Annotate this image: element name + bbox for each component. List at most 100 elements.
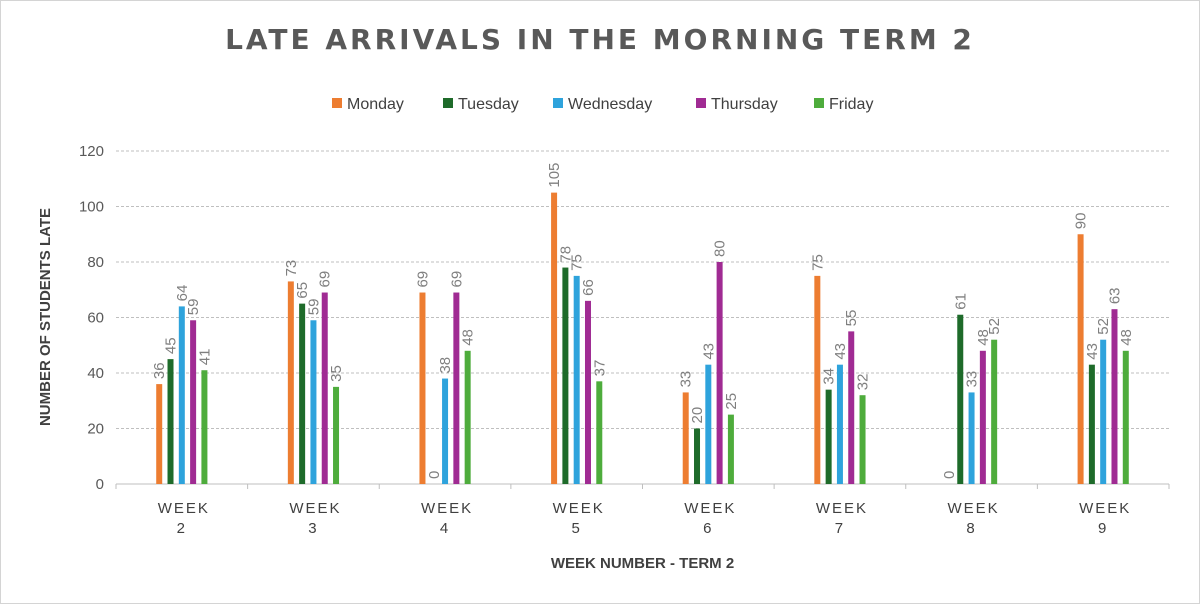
- legend-label: Wednesday: [568, 96, 652, 113]
- chart-title: LATE ARRIVALS IN THE MORNING TERM 2: [225, 23, 975, 56]
- data-label: 59: [305, 299, 322, 316]
- y-tick-label: 120: [79, 143, 104, 160]
- data-label: 35: [328, 365, 345, 382]
- legend-swatch-friday: [814, 98, 824, 108]
- data-label: 43: [832, 343, 849, 360]
- data-label: 59: [185, 299, 202, 316]
- x-tick-label: WEEK: [158, 500, 210, 517]
- x-tick-label: 6: [703, 520, 713, 537]
- x-tick-label: 5: [572, 520, 582, 537]
- data-label: 43: [700, 343, 717, 360]
- data-label: 0: [426, 471, 443, 479]
- data-label: 55: [843, 310, 860, 327]
- data-label: 38: [437, 357, 454, 374]
- x-axis-title: WEEK NUMBER - TERM 2: [551, 555, 734, 572]
- bar-tuesday: [167, 359, 174, 484]
- data-label: 69: [317, 271, 334, 288]
- bar-wednesday: [442, 378, 449, 484]
- y-tick-label: 80: [87, 254, 104, 271]
- bar-thursday: [584, 300, 591, 484]
- data-label: 66: [580, 279, 597, 296]
- y-tick-label: 40: [87, 365, 104, 382]
- data-label: 61: [952, 293, 969, 310]
- data-label: 20: [689, 407, 706, 424]
- bar-tuesday: [957, 314, 964, 484]
- x-tick-label: 8: [966, 520, 976, 537]
- data-label: 75: [569, 254, 586, 271]
- data-label: 69: [414, 271, 431, 288]
- data-label: 65: [294, 282, 311, 299]
- x-tick-label: WEEK: [1079, 500, 1131, 517]
- x-tick-label: 4: [440, 520, 450, 537]
- data-label: 0: [941, 471, 958, 479]
- bar-monday: [419, 292, 426, 484]
- x-tick-label: WEEK: [947, 500, 999, 517]
- y-tick-label: 60: [87, 310, 104, 327]
- data-label: 52: [986, 318, 1003, 335]
- data-label: 75: [809, 254, 826, 271]
- bar-monday: [814, 275, 821, 484]
- data-label: 33: [964, 371, 981, 388]
- legend-swatch-monday: [332, 98, 342, 108]
- bar-monday: [156, 384, 163, 484]
- legend-label: Thursday: [711, 96, 778, 113]
- legend-swatch-thursday: [696, 98, 706, 108]
- bar-wednesday: [836, 364, 843, 484]
- x-tick-label: WEEK: [684, 500, 736, 517]
- bar-monday: [551, 192, 558, 484]
- bar-friday: [859, 395, 866, 484]
- data-label: 48: [460, 329, 477, 346]
- bar-thursday: [716, 262, 723, 484]
- y-tick-label: 100: [79, 199, 104, 216]
- bar-friday: [333, 386, 340, 484]
- x-tick-label: WEEK: [289, 500, 341, 517]
- data-label: 64: [174, 285, 191, 302]
- y-axis-title: NUMBER OF STUDENTS LATE: [37, 208, 54, 426]
- legend-label: Friday: [829, 96, 873, 113]
- x-tick-label: 3: [308, 520, 318, 537]
- data-label: 41: [196, 349, 213, 366]
- data-label: 48: [1118, 329, 1135, 346]
- data-label: 45: [163, 337, 180, 354]
- bar-friday: [1122, 350, 1129, 484]
- bar-thursday: [848, 331, 855, 484]
- x-tick-label: 7: [835, 520, 845, 537]
- x-tick-label: WEEK: [421, 500, 473, 517]
- data-label: 73: [283, 260, 300, 277]
- bar-tuesday: [1088, 364, 1095, 484]
- legend-swatch-wednesday: [553, 98, 563, 108]
- bar-monday: [287, 281, 294, 484]
- data-label: 80: [712, 240, 729, 257]
- bar-friday: [727, 414, 734, 484]
- bar-tuesday: [299, 303, 306, 484]
- data-label: 33: [678, 371, 695, 388]
- bar-thursday: [190, 320, 197, 484]
- data-label: 69: [448, 271, 465, 288]
- data-label: 90: [1073, 213, 1090, 230]
- data-label: 25: [723, 393, 740, 410]
- data-label: 43: [1084, 343, 1101, 360]
- legend-label: Tuesday: [458, 96, 519, 113]
- x-tick-label: 2: [177, 520, 187, 537]
- data-label: 32: [855, 374, 872, 391]
- data-label: 78: [557, 246, 574, 263]
- bar-tuesday: [825, 389, 832, 484]
- y-tick-label: 20: [87, 421, 104, 438]
- bar-monday: [1077, 234, 1084, 484]
- bar-thursday: [453, 292, 460, 484]
- x-tick-label: WEEK: [816, 500, 868, 517]
- bar-tuesday: [562, 267, 569, 484]
- bar-thursday: [321, 292, 328, 484]
- data-label: 48: [975, 329, 992, 346]
- bar-wednesday: [573, 275, 580, 484]
- data-label: 36: [151, 362, 168, 379]
- bar-wednesday: [968, 392, 975, 484]
- bar-wednesday: [1100, 339, 1107, 484]
- bar-wednesday: [310, 320, 317, 484]
- x-tick-label: 9: [1098, 520, 1108, 537]
- bar-monday: [682, 392, 689, 484]
- data-label: 34: [821, 368, 838, 385]
- data-label: 52: [1095, 318, 1112, 335]
- bar-thursday: [1111, 309, 1118, 484]
